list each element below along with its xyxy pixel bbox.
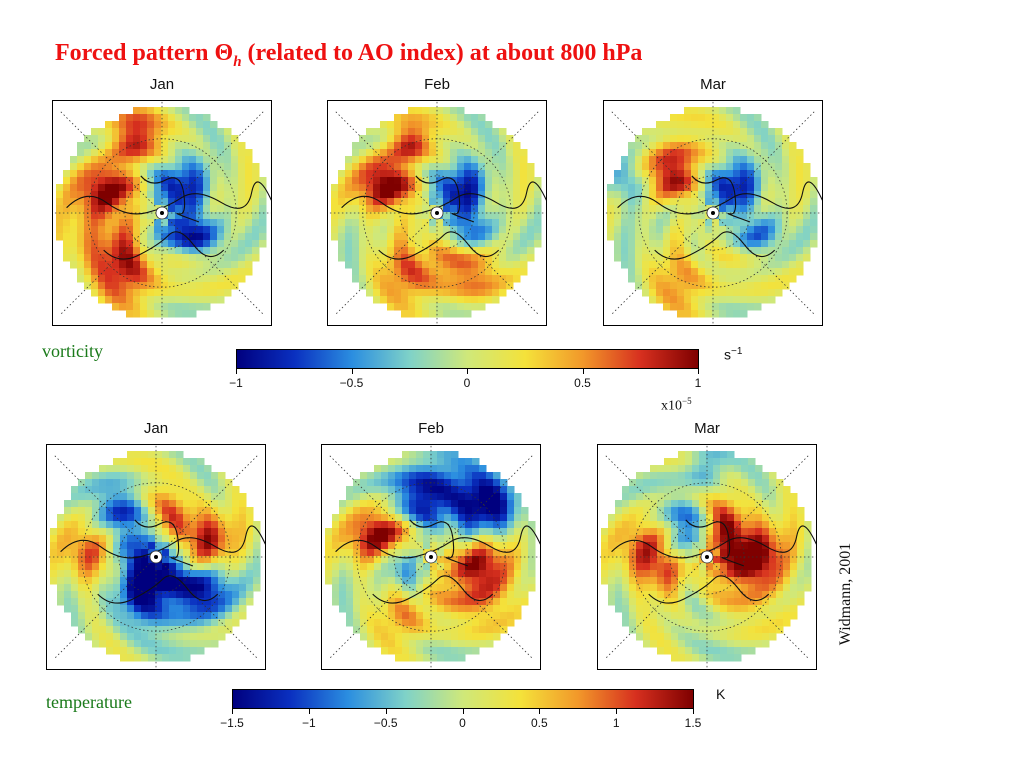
coastline <box>103 231 225 260</box>
coastline <box>60 525 266 559</box>
colorbar-tick <box>462 709 464 714</box>
coastline <box>691 175 750 223</box>
vorticity-map-mar: Mar <box>603 76 823 326</box>
pole-dot <box>711 211 715 215</box>
map-frame <box>603 100 823 326</box>
field-cells <box>56 107 267 318</box>
vorticity-label: vorticity <box>42 341 103 361</box>
coastline <box>372 575 494 604</box>
colorbar-tick <box>385 709 387 714</box>
month-label: Jan <box>143 420 169 437</box>
coastline <box>335 525 541 559</box>
vorticity-map-jan: Jan <box>52 76 272 326</box>
colorbar-tick-label: 0.5 <box>530 716 548 730</box>
colorbar-tick-label: 1.5 <box>684 716 702 730</box>
coastline <box>617 181 823 215</box>
map-frame <box>327 100 547 326</box>
colorbar-tick-label: −1.5 <box>220 716 244 730</box>
title-rest: (related to AO index) at about 800 hPa <box>247 40 643 66</box>
colorbar-tick-label: 0.5 <box>574 376 591 390</box>
temperature-map-mar: Mar <box>597 420 817 670</box>
title-theta: Θ <box>214 40 234 66</box>
temperature-unit: K <box>716 686 726 702</box>
map-frame <box>52 100 272 326</box>
colorbar-tick-label: −1 <box>301 716 316 730</box>
map-frame <box>321 444 541 670</box>
coastline <box>140 175 199 223</box>
coastline <box>134 519 193 567</box>
temperature-map-feb: Feb <box>321 420 541 670</box>
page-title: Forced pattern Θh (related to AO index) … <box>55 40 642 71</box>
coastline <box>415 175 474 223</box>
month-label: Mar <box>694 420 720 437</box>
temperature-colorbar: K −1.5 −1 −0.5 0 0.5 1 1.5 <box>220 686 725 730</box>
coastline <box>341 181 547 215</box>
month-label: Feb <box>418 420 444 437</box>
month-label: Feb <box>424 76 450 93</box>
credit-text: Widmann, 2001 <box>837 542 854 646</box>
pole-dot <box>429 555 433 559</box>
pole-dot <box>154 555 158 559</box>
colorbar-tick <box>236 369 237 374</box>
colorbar-tick <box>232 709 233 714</box>
colorbar-tick-label: 0 <box>459 716 466 730</box>
credit: Widmann, 2001 <box>836 530 856 660</box>
map-svg <box>597 444 817 670</box>
map-svg <box>327 100 547 326</box>
colorbar-tick <box>582 369 584 374</box>
temperature-label: temperature <box>46 692 132 712</box>
pole-dot <box>705 555 709 559</box>
map-svg <box>52 100 272 326</box>
coastline <box>66 181 272 215</box>
colorbar-tick <box>693 709 694 714</box>
colorbar-tick <box>351 369 353 374</box>
colorbar-gradient <box>236 349 699 369</box>
title-main: Forced pattern <box>55 40 209 66</box>
colorbar-tick-label: 0 <box>463 376 471 390</box>
pole-dot <box>160 211 164 215</box>
colorbar-tick <box>308 709 310 714</box>
pole-dot <box>435 211 439 215</box>
field-cells <box>331 107 542 318</box>
coastline <box>648 575 770 604</box>
field-cells <box>50 451 261 662</box>
colorbar-tick <box>467 369 468 374</box>
coastline <box>409 519 468 567</box>
colorbar-tick-label: −0.5 <box>339 376 364 390</box>
coastline <box>654 231 776 260</box>
coastline <box>611 525 817 559</box>
colorbar-tick <box>539 709 541 714</box>
colorbar-tick-label: −0.5 <box>373 716 398 730</box>
colorbar-tick-label: 1 <box>612 716 620 730</box>
vorticity-unit: s−1 <box>724 346 743 363</box>
month-label: Jan <box>149 76 175 93</box>
vorticity-colorbar: s−1 −1 −0.5 0 0.5 1 <box>229 346 742 390</box>
map-svg <box>46 444 266 670</box>
map-frame <box>597 444 817 670</box>
colorbar-gradient <box>232 689 694 709</box>
title-subscript: h <box>233 53 242 70</box>
colorbar-tick <box>698 369 699 374</box>
coastline <box>378 231 500 260</box>
colorbar-tick-label: 1 <box>694 376 702 390</box>
map-frame <box>46 444 266 670</box>
colorbar-tick <box>616 709 618 714</box>
map-svg <box>321 444 541 670</box>
map-svg <box>603 100 823 326</box>
vorticity-map-feb: Feb <box>327 76 547 326</box>
temperature-map-jan: Jan <box>46 420 266 670</box>
month-label: Mar <box>700 76 726 93</box>
vorticity-scale: x10−5 <box>661 396 692 414</box>
coastline <box>97 575 219 604</box>
colorbar-tick-label: −1 <box>229 376 243 390</box>
coastline <box>685 519 744 567</box>
